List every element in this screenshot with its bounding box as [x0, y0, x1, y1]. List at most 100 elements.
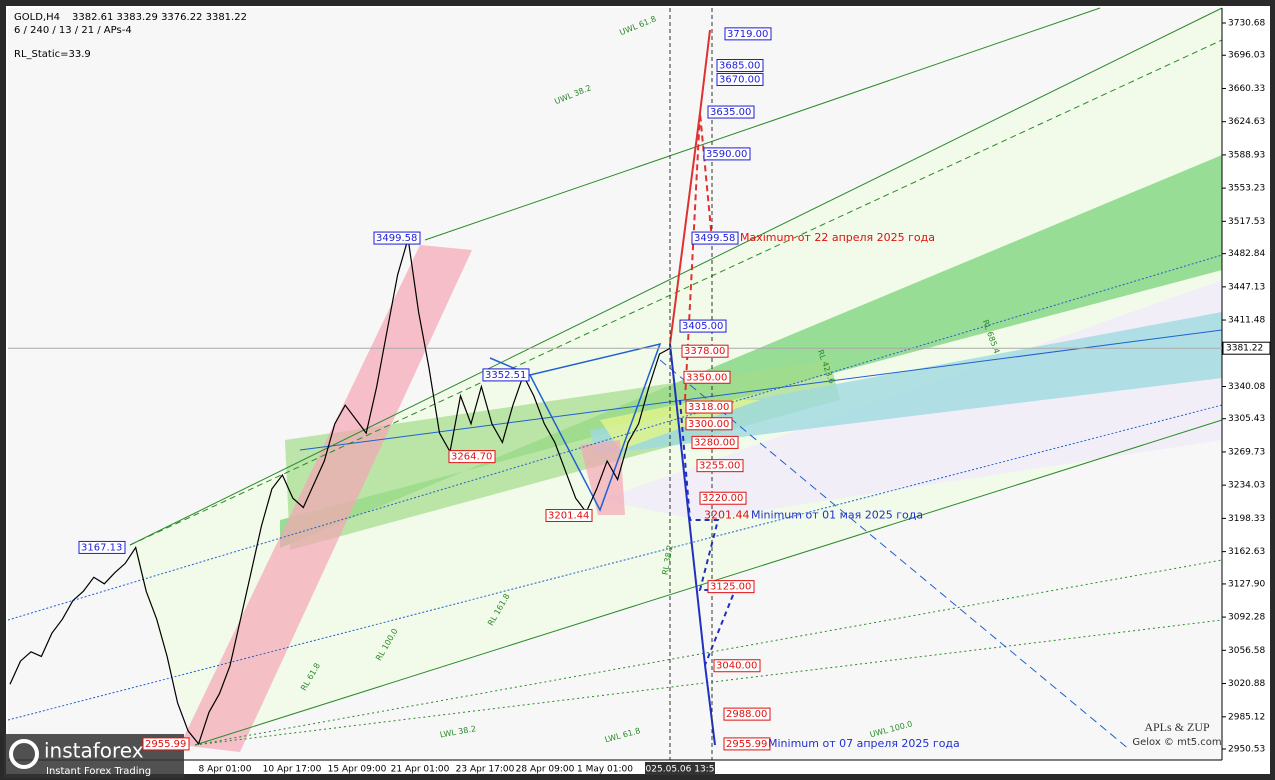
y-tick-label: 3517.53 — [1228, 217, 1265, 227]
y-tick-label: 3588.93 — [1228, 150, 1265, 160]
annotation-value: 3201.44 — [704, 508, 750, 521]
level-box — [683, 370, 731, 384]
level-text: 3255.00 — [699, 461, 740, 472]
level-label: 3405.00 — [679, 319, 727, 333]
level-label: 3499.58 — [691, 231, 739, 245]
annotation: Minimum от 01 мая 2025 года — [751, 508, 923, 521]
level-box — [707, 580, 755, 594]
current-price-label: 3381.22 — [1226, 344, 1263, 354]
x-tick-label: 21 Apr 01:00 — [391, 765, 450, 775]
level-text: 3670.00 — [719, 74, 760, 85]
level-label: 3378.00 — [681, 344, 729, 358]
y-tick-label: 3162.63 — [1228, 547, 1265, 557]
y-tick-label: 3624.63 — [1228, 117, 1265, 127]
x-tick-label: 8 Apr 01:00 — [199, 765, 252, 775]
level-label: 3125.00 — [707, 580, 755, 594]
level-box — [448, 450, 496, 464]
annotation: Maximum от 22 апреля 2025 года — [740, 231, 935, 244]
level-box — [482, 368, 530, 382]
y-tick-label: 3660.33 — [1228, 84, 1265, 94]
level-text: 2988.00 — [726, 709, 767, 720]
y-tick-label: 3447.13 — [1228, 282, 1265, 292]
level-box — [707, 105, 755, 119]
current-price-box — [1222, 341, 1271, 355]
level-text: 3318.00 — [688, 402, 729, 413]
channel-line — [194, 559, 1223, 746]
y-tick-label: 2985.12 — [1228, 712, 1265, 722]
level-label: 3167.13 — [78, 540, 126, 554]
y-tick-label: 3305.43 — [1228, 414, 1265, 424]
indicator: RL_Static=33.9 — [14, 49, 91, 60]
level-label: 3635.00 — [707, 105, 755, 119]
level-label: 2988.00 — [723, 707, 771, 721]
level-box — [373, 231, 421, 245]
ohlc: 3382.61 3383.29 3376.22 3381.22 — [72, 12, 247, 23]
level-box — [78, 540, 126, 554]
level-label: 3719.00 — [724, 27, 772, 41]
level-text: 3719.00 — [727, 29, 768, 40]
annotation: Minimum от 07 апреля 2025 года — [768, 737, 960, 750]
level-label: 3352.51 — [482, 368, 530, 382]
level-text: 3378.00 — [684, 346, 725, 357]
x-tick-label: 15 Apr 09:00 — [328, 765, 387, 775]
level-label: 3670.00 — [716, 72, 764, 86]
y-tick-label: 2950.53 — [1228, 744, 1265, 754]
level-text: 3590.00 — [706, 149, 747, 160]
level-label: 3685.00 — [716, 59, 764, 73]
level-box — [685, 417, 733, 431]
level-label: 3318.00 — [685, 400, 733, 414]
level-label: 3300.00 — [685, 417, 733, 431]
level-text: 3040.00 — [716, 661, 757, 672]
level-box — [703, 147, 751, 161]
level-text: 2955.99 — [726, 739, 767, 750]
level-label: 3264.70 — [448, 450, 496, 464]
level-box — [713, 659, 761, 673]
level-label: 3280.00 — [691, 435, 739, 449]
credit: Gelox © mt5.com — [1132, 737, 1221, 748]
level-box — [685, 400, 733, 414]
level-text: 3167.13 — [81, 542, 122, 553]
level-text: 3125.00 — [710, 582, 751, 593]
level-box — [716, 59, 764, 73]
level-box — [699, 491, 747, 505]
level-box — [679, 319, 727, 333]
level-label: 3201.44 — [545, 508, 593, 522]
pink-channel-2 — [580, 440, 625, 515]
level-label: 2955.99 — [723, 737, 771, 751]
y-tick-label: 3269.73 — [1228, 447, 1265, 457]
level-box — [716, 72, 764, 86]
y-tick-label: 3127.90 — [1228, 579, 1265, 589]
pink-channel — [180, 245, 472, 752]
level-text: 3264.70 — [451, 452, 492, 463]
fan-area — [130, 8, 1222, 745]
level-text: 3635.00 — [710, 107, 751, 118]
forecast-up — [669, 29, 711, 345]
y-tick-label: 3482.84 — [1228, 249, 1265, 259]
level-box — [681, 344, 729, 358]
credit: APLs & ZUP — [1144, 720, 1210, 734]
level-label: 3255.00 — [696, 459, 744, 473]
level-label: 2955.99 — [142, 737, 190, 751]
level-text: 3350.00 — [686, 372, 727, 383]
trend-line — [7, 254, 1223, 621]
x-tick-label: 10 Apr 17:00 — [263, 765, 322, 775]
level-text: 3201.44 — [548, 510, 589, 521]
level-box — [723, 737, 771, 751]
price-line — [9, 238, 671, 746]
level-text: 3220.00 — [702, 493, 743, 504]
level-label: 3499.58 — [373, 231, 421, 245]
cursor-time-box — [645, 762, 715, 775]
watermark-logo — [9, 739, 39, 769]
level-box — [723, 707, 771, 721]
level-text: 3405.00 — [682, 321, 723, 332]
y-tick-label: 3730.68 — [1228, 19, 1265, 29]
level-label: 3220.00 — [699, 491, 747, 505]
forecast-down-alt — [679, 399, 737, 666]
x-tick-label: 28 Apr 09:00 — [516, 765, 575, 775]
y-tick-label: 3696.03 — [1228, 51, 1265, 61]
forecast-up-alt — [684, 112, 713, 401]
y-tick-label: 3411.48 — [1228, 316, 1265, 326]
y-tick-label: 3020.88 — [1228, 679, 1265, 689]
